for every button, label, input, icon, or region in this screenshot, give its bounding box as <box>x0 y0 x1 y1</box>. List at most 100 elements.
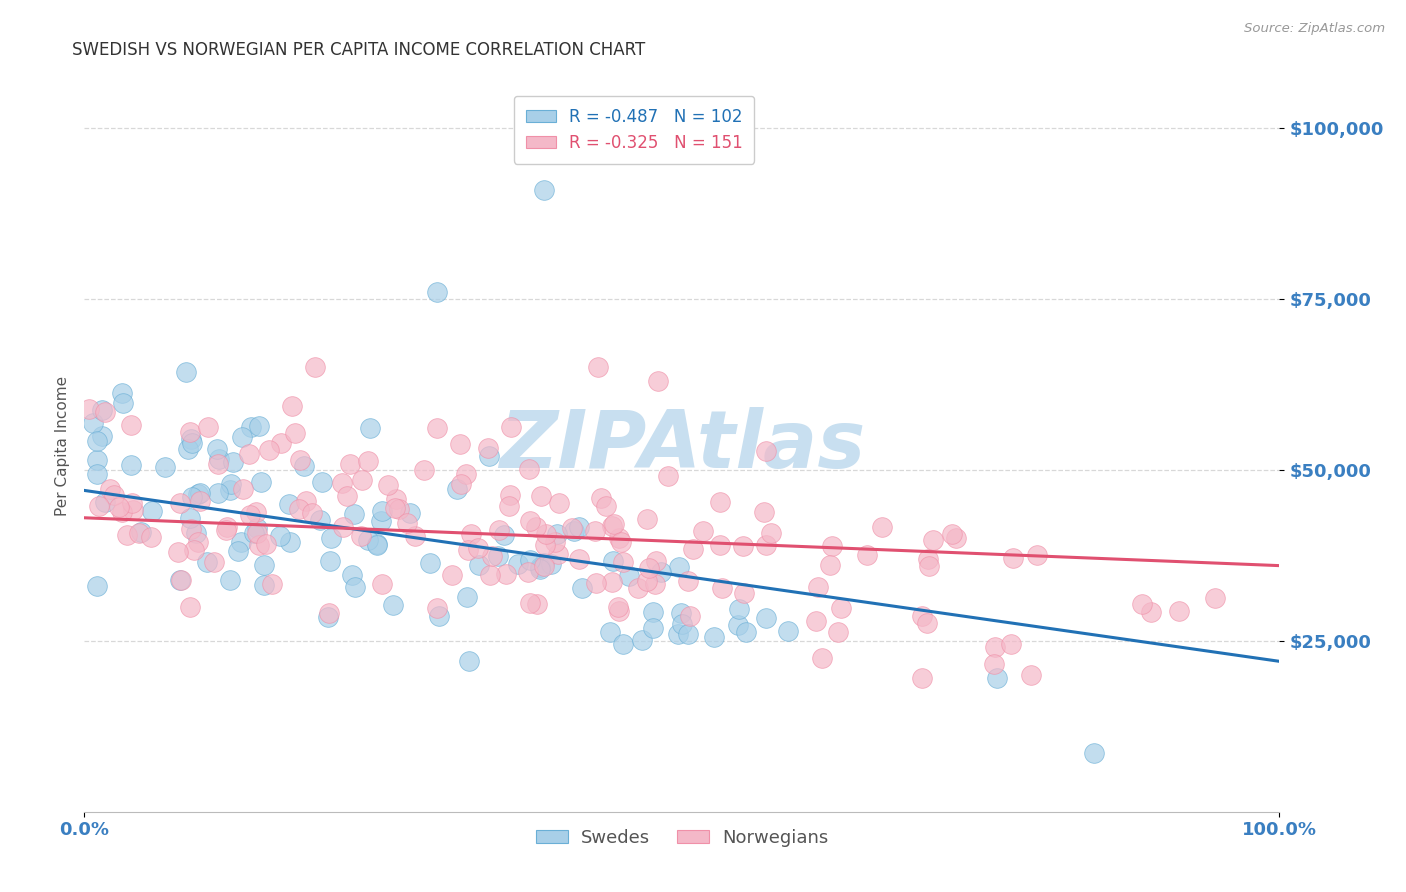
Point <box>671 617 693 632</box>
Point <box>682 541 704 556</box>
Point <box>495 567 517 582</box>
Point <box>385 492 408 507</box>
Point <box>599 625 621 640</box>
Point <box>735 625 758 640</box>
Point <box>120 417 142 432</box>
Point <box>339 457 361 471</box>
Point <box>280 534 302 549</box>
Point <box>637 561 659 575</box>
Point <box>167 545 190 559</box>
Point <box>612 637 634 651</box>
Text: Source: ZipAtlas.com: Source: ZipAtlas.com <box>1244 22 1385 36</box>
Point <box>498 499 520 513</box>
Point <box>215 520 238 534</box>
Point <box>530 489 553 503</box>
Point <box>534 526 557 541</box>
Y-axis label: Per Capita Income: Per Capita Income <box>55 376 70 516</box>
Point <box>1204 591 1226 605</box>
Point <box>617 569 640 583</box>
Point <box>412 463 434 477</box>
Point <box>1026 548 1049 562</box>
Point <box>600 575 623 590</box>
Point <box>486 549 509 564</box>
Point <box>917 552 939 566</box>
Point <box>292 458 315 473</box>
Point <box>253 558 276 572</box>
Point <box>456 590 478 604</box>
Point <box>129 524 152 539</box>
Point <box>534 538 557 552</box>
Point <box>91 428 114 442</box>
Point <box>519 514 541 528</box>
Point <box>254 537 277 551</box>
Point <box>626 581 648 595</box>
Point <box>519 596 541 610</box>
Point <box>215 523 238 537</box>
Point <box>571 581 593 595</box>
Point <box>544 535 567 549</box>
Point <box>108 500 131 514</box>
Point <box>207 486 229 500</box>
Point <box>179 600 201 615</box>
Point <box>340 567 363 582</box>
Point <box>319 554 342 568</box>
Point <box>636 512 658 526</box>
Point <box>141 530 163 544</box>
Point <box>709 495 731 509</box>
Point <box>910 671 932 685</box>
Point <box>269 529 291 543</box>
Point <box>226 544 249 558</box>
Point <box>1000 637 1022 651</box>
Point <box>309 513 332 527</box>
Point <box>382 598 405 612</box>
Point <box>481 549 503 563</box>
Point <box>100 482 122 496</box>
Point <box>595 499 617 513</box>
Point <box>692 524 714 539</box>
Point <box>450 477 472 491</box>
Point <box>120 458 142 472</box>
Point <box>318 606 340 620</box>
Point <box>778 624 800 638</box>
Point <box>247 538 270 552</box>
Point <box>86 579 108 593</box>
Point <box>703 630 725 644</box>
Point <box>169 496 191 510</box>
Point <box>343 507 366 521</box>
Point <box>294 494 316 508</box>
Point <box>332 520 354 534</box>
Point <box>607 531 630 545</box>
Point <box>128 526 150 541</box>
Point <box>86 467 108 481</box>
Point <box>820 539 842 553</box>
Point <box>219 483 242 498</box>
Point <box>460 527 482 541</box>
Point <box>330 475 353 490</box>
Point <box>352 474 374 488</box>
Point <box>1140 605 1163 619</box>
Point <box>188 485 211 500</box>
Point <box>669 607 692 621</box>
Point <box>467 558 489 572</box>
Point <box>91 402 114 417</box>
Point <box>238 447 260 461</box>
Point <box>644 577 666 591</box>
Point <box>529 560 551 574</box>
Point <box>492 527 515 541</box>
Point <box>986 671 1008 685</box>
Point <box>357 533 380 547</box>
Point <box>388 501 411 516</box>
Point <box>350 529 373 543</box>
Point <box>232 482 254 496</box>
Point <box>169 573 191 587</box>
Point <box>488 523 510 537</box>
Point <box>561 521 583 535</box>
Point <box>180 522 202 536</box>
Point <box>207 442 229 456</box>
Point <box>533 557 555 571</box>
Point <box>499 488 522 502</box>
Point <box>239 508 262 522</box>
Point <box>187 487 209 501</box>
Point <box>827 625 849 640</box>
Point <box>666 627 689 641</box>
